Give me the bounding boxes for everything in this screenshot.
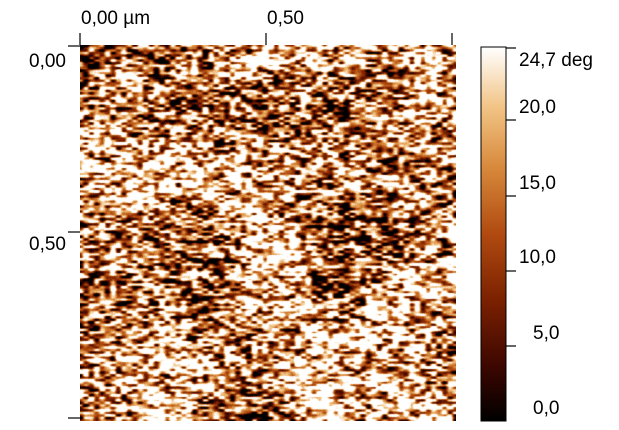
colorbar-label-10: 10,0 [519,247,556,268]
colorbar-label-5: 5,0 [533,323,560,344]
colorbar-label-0: 0,0 [533,398,560,419]
x-tick-label-0: 0,00 µm [81,8,151,29]
x-tick-label-1: 0,50 [267,8,304,29]
colorbar-label-max: 24,7 deg [519,50,593,71]
colorbar-label-15: 15,0 [519,173,556,194]
y-tick-label-1: 0,50 [29,234,66,255]
colorbar-label-20: 20,0 [519,97,556,118]
afm-phase-image [80,45,456,421]
colorbar [480,46,507,422]
y-tick-label-0: 0,00 [29,51,66,72]
